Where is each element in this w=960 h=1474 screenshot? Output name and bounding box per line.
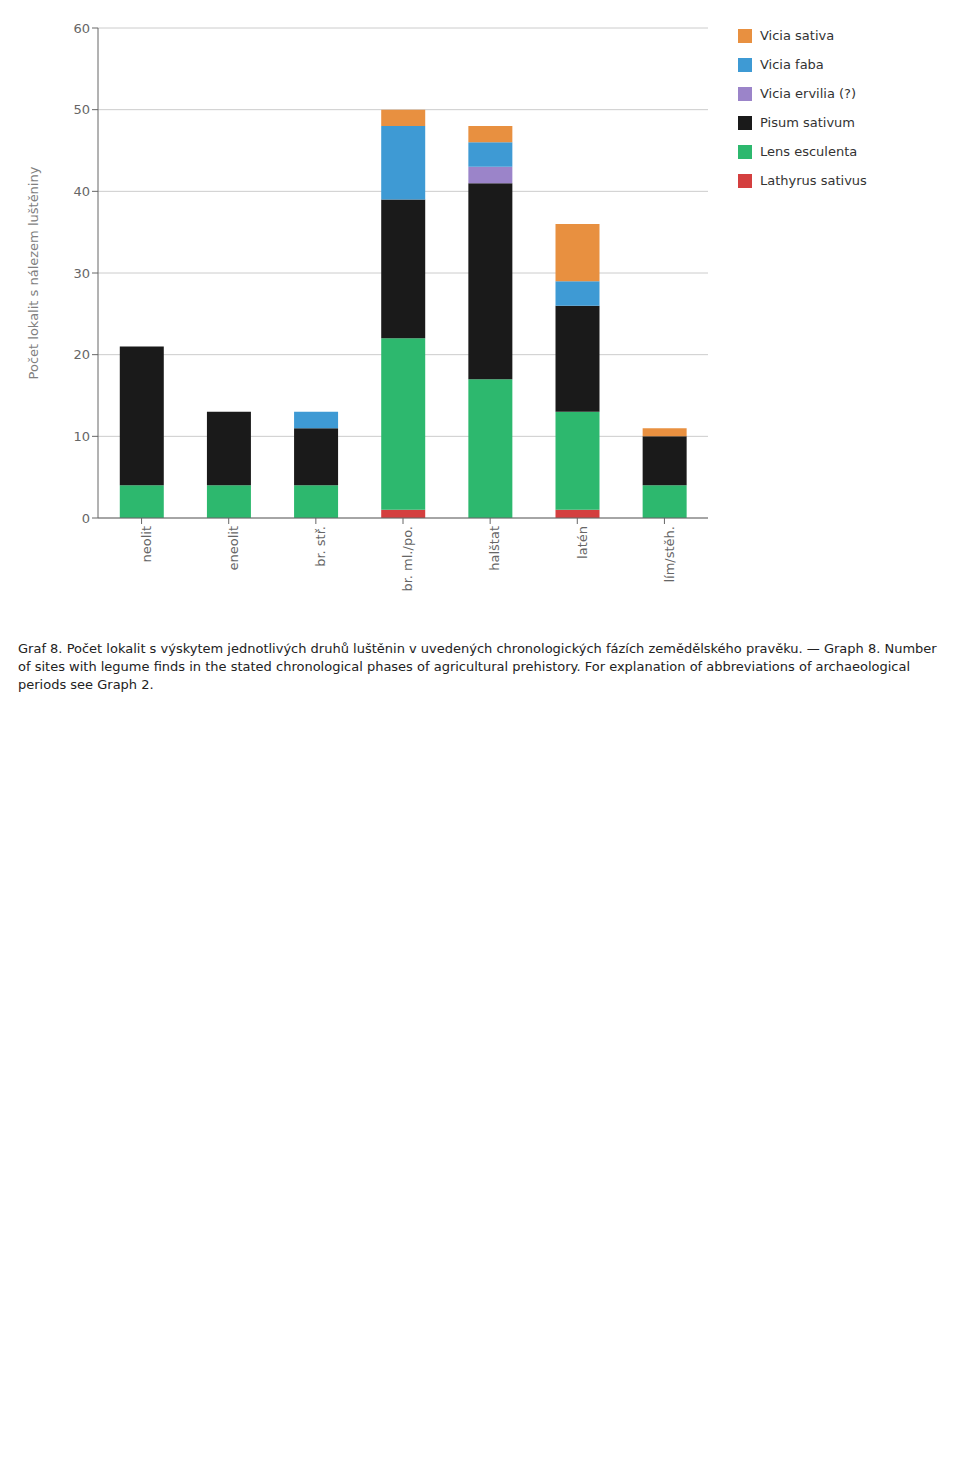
svg-text:eneolit: eneolit — [226, 526, 241, 571]
html-text:Graf 8. Počet lokalit s výskyt: Graf 8. Počet lokalit s výskytem jednotl… — [18, 641, 937, 693]
html-text:Pisum sativum: Pisum sativum — [760, 115, 855, 130]
svg-text:0: 0 — [82, 511, 90, 526]
svg-text:Počet lokalit s nálezem luštěn: Počet lokalit s nálezem luštěniny — [26, 166, 41, 379]
svg-text:20: 20 — [73, 347, 90, 362]
html-text:Lens esculenta: Lens esculenta — [760, 144, 858, 159]
svg-text:br. stř.: br. stř. — [313, 526, 328, 567]
svg-text:latén: latén — [575, 526, 590, 559]
svg-text:10: 10 — [73, 429, 90, 444]
svg-text:50: 50 — [73, 102, 90, 117]
svg-text:lím/stěh.: lím/stěh. — [662, 526, 677, 583]
html-text:Vicia faba: Vicia faba — [760, 57, 824, 72]
svg-text:br. ml./po.: br. ml./po. — [400, 526, 415, 592]
svg-text:40: 40 — [73, 184, 90, 199]
html-text:Vicia ervilia (?): Vicia ervilia (?) — [760, 86, 857, 101]
svg-text:30: 30 — [73, 266, 90, 281]
html-text:Lathyrus sativus: Lathyrus sativus — [760, 173, 867, 188]
svg-text:neolit: neolit — [139, 526, 154, 563]
svg-text:60: 60 — [73, 21, 90, 36]
svg-text:halštat: halštat — [487, 526, 502, 571]
html-text:Vicia sativa: Vicia sativa — [760, 28, 835, 43]
